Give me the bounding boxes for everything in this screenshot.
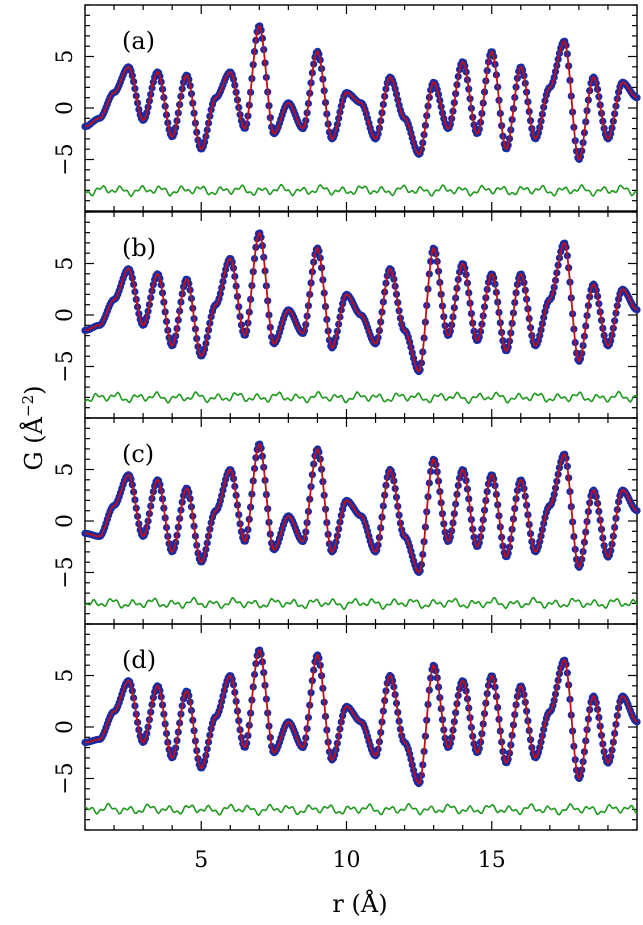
x-tick-label: 15 [478,848,506,873]
panel-4: −5 0 5 (d) [53,623,641,831]
y-tick-label: 0 [53,308,78,322]
y-axis-title-close: ) [20,386,48,395]
y-tick-label: −5 [53,762,78,794]
y-axis-title: G (Å−2) [19,386,48,471]
data-series [81,229,641,376]
y-tick-label: −5 [53,143,78,175]
y-tick-label: 5 [53,463,78,477]
x-axis-title: r (Å) [332,889,387,918]
x-tick-label: 10 [332,848,360,873]
difference-line [84,596,638,611]
x-tick-labels: 5 10 15 [194,848,506,873]
fit-line [84,648,638,785]
fit-line [85,442,638,574]
data-series [81,646,641,788]
y-tick-label: −5 [53,350,78,382]
difference-line [84,183,638,198]
panel-2: −5 0 5 (b) [53,211,641,419]
difference-line [84,802,638,817]
y-tick-label: 0 [53,720,78,734]
fit-line [84,24,638,162]
panel-3: −5 0 5 (c) [53,417,641,625]
panel-label: (b) [122,234,156,262]
y-axis-title-base: G (Å [19,416,48,470]
panels-group: −5 0 5 (a) −5 0 5 (b) −5 0 5 (c) −5 0 5 (d) [53,4,641,831]
y-axis-title-exponent: −2 [19,395,37,417]
y-tick-label: 0 [53,514,78,528]
y-tick-label: 0 [53,101,78,115]
panel-label: (a) [122,27,155,55]
y-tick-label: −5 [53,556,78,588]
x-tick-label: 5 [194,848,208,873]
y-tick-label: 5 [53,50,78,64]
difference-line [84,390,638,405]
panel-label: (c) [122,440,154,468]
y-tick-label: 5 [53,257,78,271]
data-series [81,22,641,164]
panel-label: (d) [122,646,156,674]
panel-1: −5 0 5 (a) [53,4,641,212]
data-series [81,440,641,577]
fit-line [84,231,638,373]
y-tick-label: 5 [53,669,78,683]
